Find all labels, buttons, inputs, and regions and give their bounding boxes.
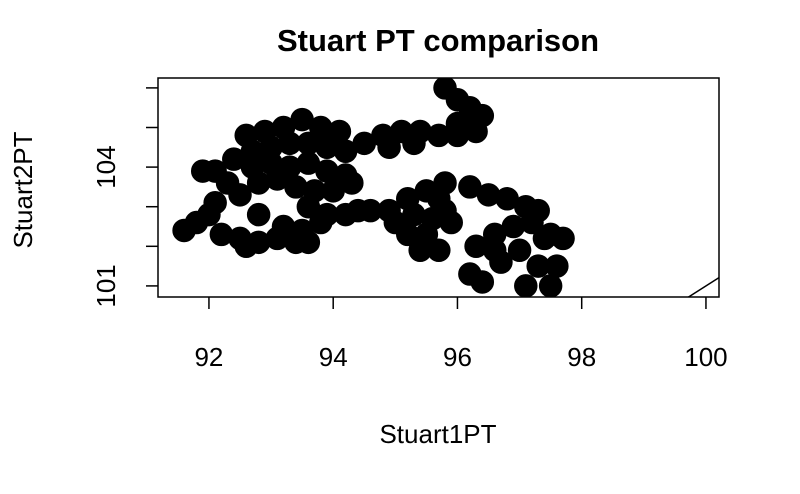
point: [538, 274, 563, 297]
point: [309, 210, 333, 235]
point: [433, 171, 457, 195]
point: [458, 107, 482, 132]
x-tick-label: 92: [194, 342, 223, 372]
plot-frame: [157, 77, 720, 298]
point: [545, 254, 569, 278]
point: [439, 210, 463, 235]
point: [427, 238, 451, 263]
point: [470, 270, 495, 294]
y-tick-label: 104: [91, 145, 121, 188]
point: [402, 131, 426, 156]
x-tick-label: 96: [443, 342, 472, 372]
point: [532, 226, 557, 251]
point: [340, 171, 364, 195]
point: [507, 238, 532, 263]
chart-title: Stuart PT comparison: [277, 23, 599, 58]
point: [228, 183, 252, 207]
point: [482, 238, 507, 263]
reference-line: [687, 276, 719, 297]
y-tick-label: 101: [91, 264, 121, 307]
point: [234, 234, 258, 259]
point: [246, 202, 271, 227]
x-axis-label: Stuart1PT: [379, 419, 496, 449]
point: [377, 135, 401, 160]
point: [520, 210, 544, 235]
x-tick-label: 98: [567, 342, 596, 372]
x-tick-label: 94: [319, 342, 348, 372]
point: [514, 274, 538, 297]
y-axis-label: Stuart2PT: [8, 131, 38, 248]
x-tick-label: 100: [684, 342, 727, 372]
plot-area: [172, 78, 719, 297]
point: [203, 190, 227, 215]
